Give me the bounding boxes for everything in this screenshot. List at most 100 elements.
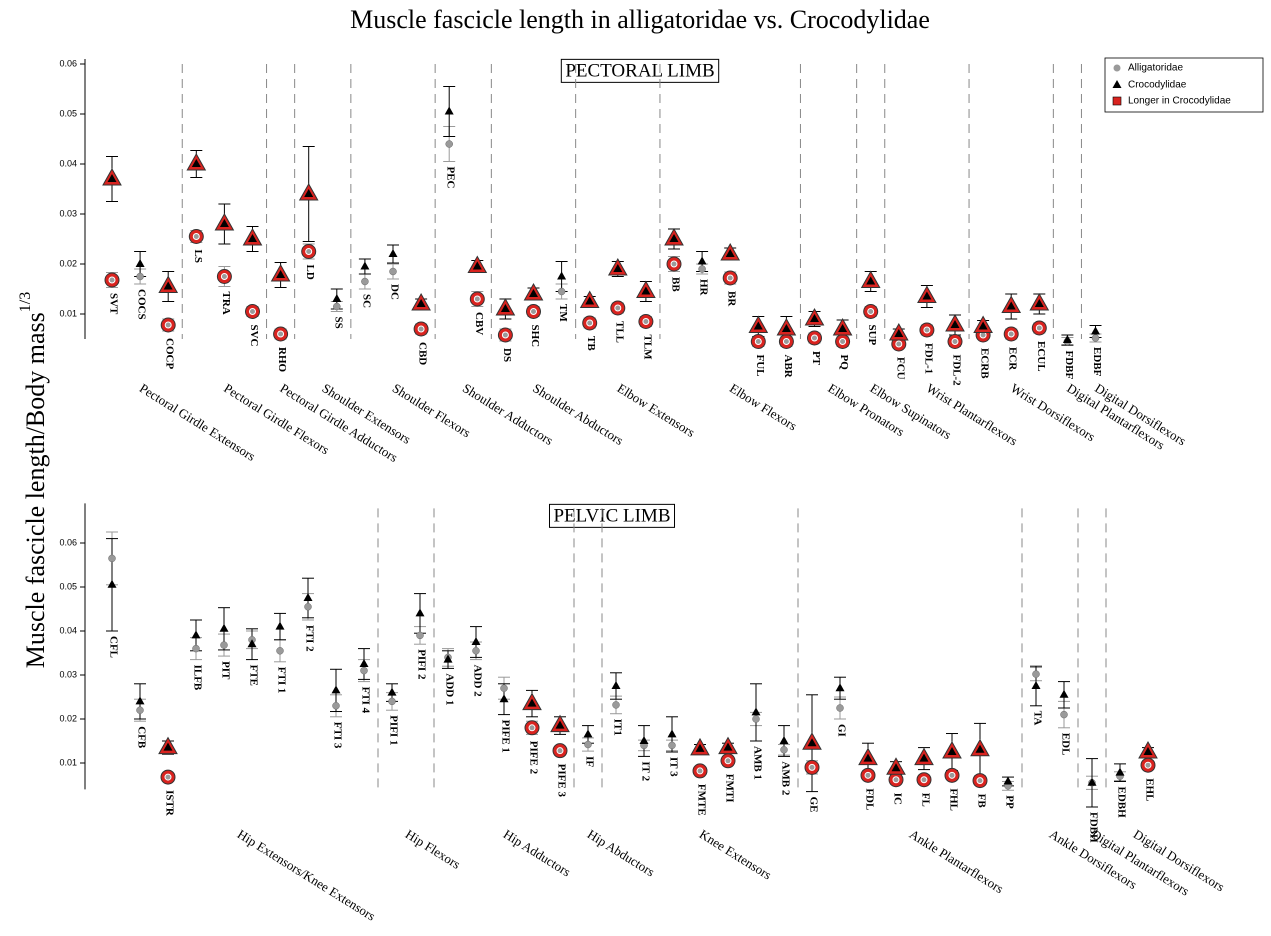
crocodylidae-marker [863, 753, 873, 762]
category-label: AMB 2 [779, 761, 791, 795]
category-label: EDBH [1115, 786, 1127, 818]
category-label: SS [332, 317, 344, 329]
crocodylidae-marker [950, 320, 960, 328]
crocodylidae-marker [1062, 335, 1072, 343]
panel-title: PELVIC LIMB [553, 505, 670, 526]
alligatoridae-marker [752, 715, 760, 723]
alligatoridae-marker [220, 641, 228, 649]
alligatoridae-marker [108, 276, 116, 284]
crocodylidae-marker [697, 256, 707, 265]
alligatoridae-marker [670, 260, 678, 268]
crocodylidae-marker [107, 579, 117, 588]
alligatoridae-marker [698, 265, 706, 273]
category-label: RHO [276, 347, 288, 373]
category-label: EDL [1059, 733, 1071, 756]
category-label: PIFE 1 [499, 720, 511, 753]
category-label: TM [557, 304, 569, 322]
chart-title: Muscle fascicle length in alligatoridae … [350, 5, 930, 34]
category-label: PQ [838, 355, 850, 371]
crocodylidae-marker [275, 621, 285, 630]
crocodylidae-marker [387, 687, 397, 696]
category-label: AMB 1 [751, 746, 763, 780]
alligatoridae-marker [976, 777, 984, 785]
category-label: GE [807, 797, 819, 813]
alligatoridae-marker [164, 321, 172, 329]
crocodylidae-marker [978, 321, 988, 330]
category-label: FL [919, 793, 931, 807]
y-tick-label: 0.02 [59, 258, 77, 268]
category-label: TA [1031, 711, 1043, 726]
y-tick-label: 0.03 [59, 208, 77, 218]
alligatoridae-marker [556, 747, 564, 755]
category-label: IF [583, 756, 595, 767]
category-label: FDL-1 [922, 343, 934, 374]
crocodylidae-marker [613, 264, 623, 272]
crocodylidae-marker [471, 637, 481, 645]
crocodylidae-marker [359, 659, 369, 667]
category-label: PIFI 2 [415, 649, 427, 680]
crocodylidae-marker [219, 623, 229, 632]
group-label: Hip Extensors/Knee Extensors [235, 826, 378, 923]
alligatoridae-marker [277, 330, 285, 338]
category-label: PIFI 1 [387, 715, 399, 745]
alligatoridae-marker [614, 304, 622, 312]
category-label: SUP [866, 325, 878, 346]
crocodylidae-marker [1087, 777, 1097, 786]
category-label: IT1 [611, 719, 623, 736]
y-axis-label: Muscle fascicle length/Body mass1/3 [17, 292, 50, 668]
y-tick-label: 0.02 [59, 713, 77, 723]
crocodylidae-marker [135, 696, 145, 705]
alligatoridae-marker [417, 325, 425, 333]
crocodylidae-marker [1006, 301, 1016, 310]
alligatoridae-marker [754, 338, 762, 345]
category-label: DC [388, 284, 400, 300]
category-label: SVC [248, 325, 260, 347]
alligatoridae-marker [586, 319, 594, 327]
alligatoridae-marker [923, 326, 931, 334]
alligatoridae-marker [642, 318, 650, 325]
crocodylidae-marker [135, 259, 145, 267]
crocodylidae-marker [332, 294, 342, 302]
y-axis-label-text: Muscle fascicle length/Body mass [21, 312, 50, 668]
alligatoridae-marker [612, 701, 620, 709]
crocodylidae-marker [838, 324, 848, 332]
category-label: TB [585, 336, 597, 351]
category-label: SVT [107, 293, 119, 315]
category-label: IT 2 [639, 761, 651, 781]
category-label: FB [975, 794, 987, 809]
y-tick-label: 0.05 [59, 581, 77, 591]
category-label: FDBF [1063, 351, 1075, 380]
alligatoridae-marker [416, 631, 424, 640]
crocodylidae-marker [443, 654, 453, 663]
category-label: SHC [529, 325, 541, 348]
crocodylidae-marker [585, 296, 595, 305]
alligatoridae-marker [530, 308, 537, 315]
crocodylidae-marker [360, 261, 370, 270]
crocodylidae-marker [641, 286, 651, 295]
alligatoridae-marker [724, 757, 732, 765]
category-label: FMTE [695, 784, 707, 816]
category-label: FDL-2 [950, 355, 962, 387]
alligatoridae-marker [472, 647, 480, 655]
crocodylidae-marker [276, 270, 286, 278]
y-tick-label: 0.03 [59, 669, 77, 679]
crocodylidae-marker [163, 281, 173, 290]
panel-title: PECTORAL LIMB [565, 60, 714, 81]
crocodylidae-marker [891, 763, 901, 772]
crocodylidae-marker [894, 329, 904, 337]
alligatoridae-marker [726, 274, 734, 282]
category-label: PT [810, 351, 822, 366]
category-label: EHL [1143, 778, 1155, 801]
crocodylidae-marker [639, 736, 649, 744]
category-label: SC [360, 294, 372, 308]
group-label: Hip Abductors [585, 826, 658, 879]
crocodylidae-marker [975, 744, 985, 753]
alligatoridae-marker [557, 287, 566, 296]
legend-marker [1112, 80, 1122, 88]
crocodylidae-marker [444, 106, 454, 115]
group-label: Wrist Plantarflexors [924, 380, 1021, 448]
y-tick-label: 0.01 [59, 757, 77, 767]
category-label: PIT [219, 661, 231, 680]
category-label: LD [304, 265, 316, 280]
alligatoridae-marker [136, 272, 144, 281]
